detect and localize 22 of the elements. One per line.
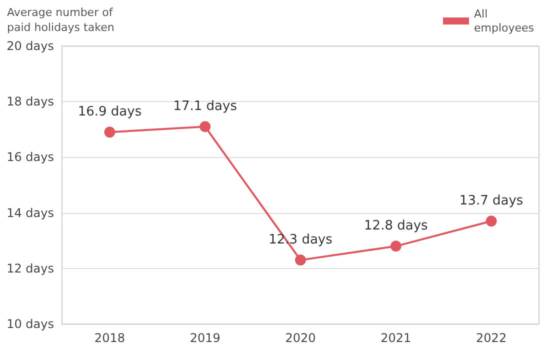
data-label: 16.9 days (78, 104, 142, 120)
x-tick-label: 2019 (190, 331, 220, 345)
y-tick-label: 10 days (6, 317, 54, 331)
point (486, 216, 497, 227)
y-axis-title: Average number of paid holidays taken (7, 6, 116, 34)
x-tick-label: 2022 (476, 331, 507, 345)
y-tick-label: 20 days (6, 39, 54, 53)
point (200, 121, 211, 132)
x-tick-label: 2018 (94, 331, 125, 345)
point (104, 126, 116, 138)
y-tick-label: 16 days (6, 150, 54, 164)
y-tick-label: 12 days (6, 261, 54, 276)
point (295, 254, 306, 266)
y-tick-label: 18 days (6, 94, 54, 109)
x-tick-label: 2020 (285, 331, 316, 345)
data-label: 17.1 days (173, 99, 238, 114)
point (390, 240, 402, 252)
data-label: 13.7 days (459, 194, 524, 209)
x-tick-label: 2021 (380, 331, 412, 345)
data-label: 12.8 days (364, 218, 428, 234)
y-tick-label: 14 days (6, 206, 54, 220)
legend-label: All employees (474, 8, 534, 34)
